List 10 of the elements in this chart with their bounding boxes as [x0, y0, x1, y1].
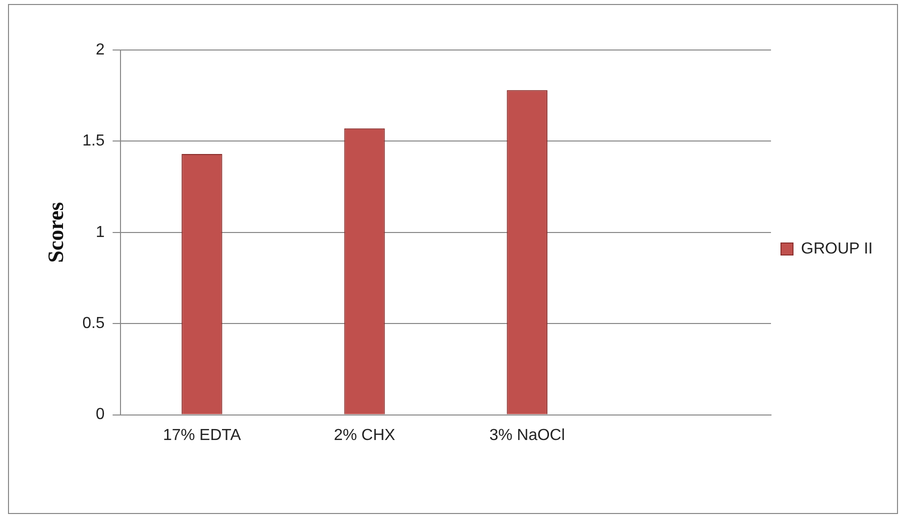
y-axis-title: Scores: [42, 202, 68, 263]
y-tick-label: 2: [96, 41, 105, 58]
legend-label: GROUP II: [800, 240, 873, 258]
y-tick-label: 0.5: [82, 315, 105, 332]
y-tick-label: 1.5: [82, 132, 105, 150]
y-tick-label: 1: [96, 224, 105, 241]
y-tick-label: 0: [96, 406, 105, 424]
x-tick-label: 17% EDTA: [162, 426, 242, 444]
x-tick-label: 2% CHX: [334, 426, 396, 444]
x-tick-label: 3% NaOCl: [489, 426, 565, 444]
